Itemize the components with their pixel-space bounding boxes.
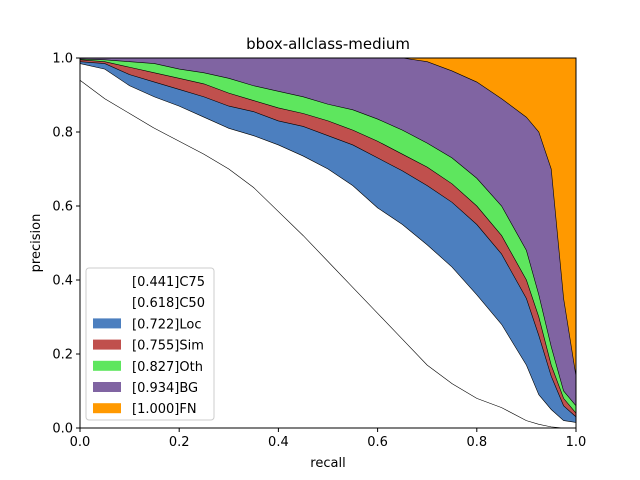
y-tick-label: 0.6 [52, 200, 73, 215]
legend-label: [0.441]C75 [132, 275, 205, 290]
line-oth [79, 58, 577, 406]
chart-title: bbox-allclass-medium [246, 35, 410, 53]
legend-label: [0.755]Sim [132, 339, 204, 354]
x-tick-label: 0.2 [169, 435, 190, 450]
x-tick-label: 0.6 [367, 435, 388, 450]
y-tick-label: 0.0 [52, 422, 73, 437]
x-tick-label: 0.0 [70, 435, 91, 450]
y-tick-label: 0.2 [52, 348, 73, 363]
line-c50 [79, 63, 577, 423]
legend-swatch [93, 318, 121, 329]
plot-frame [79, 57, 577, 429]
y-tick-label: 0.4 [52, 274, 73, 289]
line-loc [79, 61, 577, 418]
y-axis-label: precision [29, 214, 44, 273]
y-axis-ticks: 0.0 0.2 0.4 0.6 0.8 1.0 [52, 52, 80, 437]
y-tick-label: 1.0 [52, 52, 73, 67]
legend-label: [0.722]Loc [132, 317, 201, 332]
x-tick-label: 0.4 [268, 435, 289, 450]
x-axis-label: recall [310, 456, 345, 471]
legend-label: [0.934]BG [132, 381, 198, 396]
legend-swatch [93, 339, 121, 350]
legend: [0.441]C75 [0.618]C50 [0.722]Loc [0.755]Sim… [85, 267, 215, 421]
legend-label: [1.000]FN [132, 402, 197, 417]
x-tick-label: 1.0 [566, 435, 587, 450]
legend-swatch [93, 382, 121, 392]
y-tick-label: 0.8 [52, 126, 73, 141]
legend-swatch [93, 276, 121, 286]
x-tick-label: 0.8 [466, 435, 487, 450]
legend-swatch [93, 360, 121, 371]
legend-label: [0.827]Oth [132, 360, 203, 375]
legend-swatch [93, 297, 121, 308]
x-axis-ticks: 0.0 0.2 0.4 0.6 0.8 1.0 [70, 428, 587, 450]
legend-swatch [93, 403, 121, 414]
line-c75 [79, 79, 576, 429]
line-sim [79, 59, 577, 414]
legend-label: [0.618]C50 [132, 296, 205, 311]
